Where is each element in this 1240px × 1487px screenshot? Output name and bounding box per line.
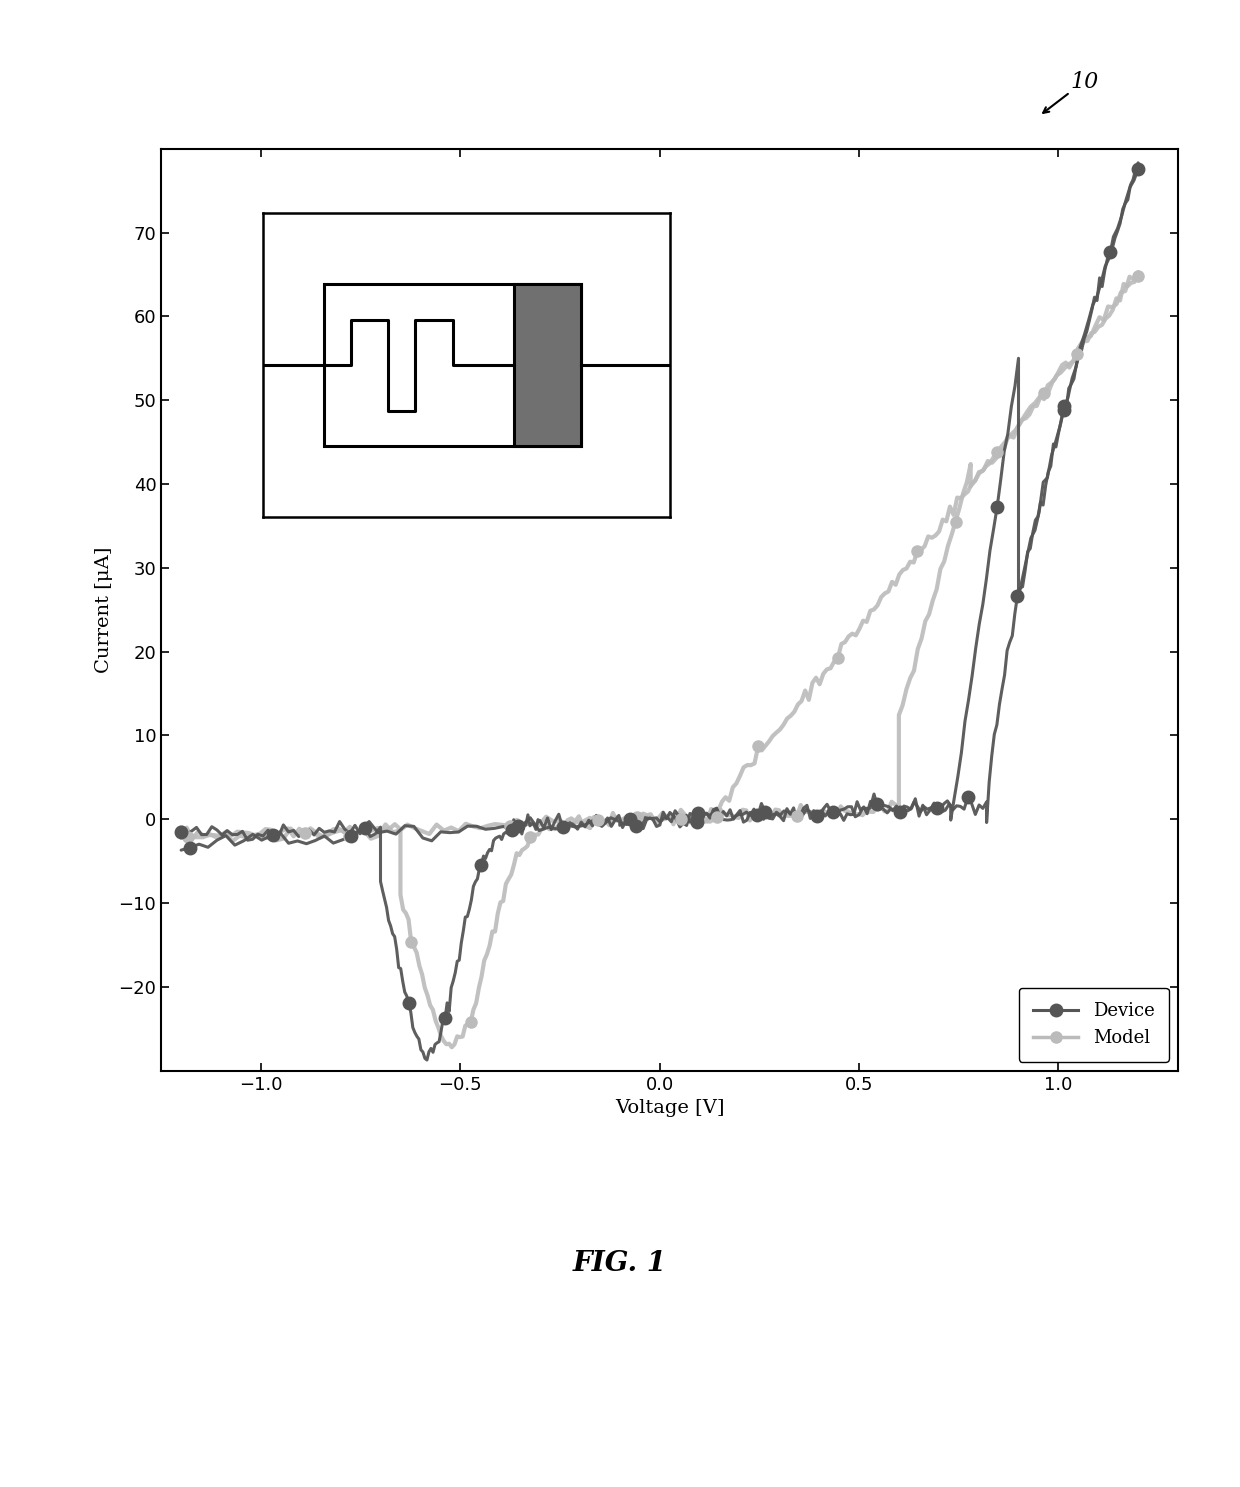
Text: 10: 10: [1071, 71, 1099, 92]
X-axis label: Voltage [V]: Voltage [V]: [615, 1099, 724, 1117]
Y-axis label: Current [μA]: Current [μA]: [95, 547, 113, 672]
Text: FIG. 1: FIG. 1: [573, 1251, 667, 1277]
Legend: Device, Model: Device, Model: [1019, 987, 1169, 1062]
